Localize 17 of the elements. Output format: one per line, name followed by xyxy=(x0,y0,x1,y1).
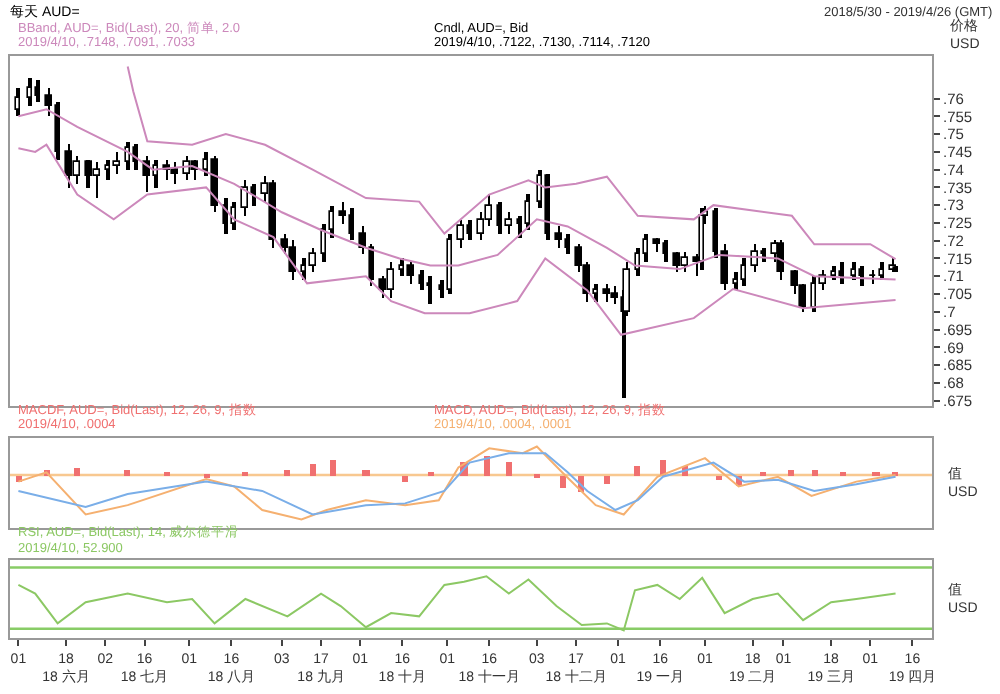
line-series xyxy=(17,143,897,336)
bar xyxy=(362,469,370,476)
bar xyxy=(634,465,640,476)
bar xyxy=(402,475,408,482)
line-series xyxy=(126,65,897,261)
bar xyxy=(74,467,80,476)
bar xyxy=(604,475,610,484)
line-series xyxy=(17,108,897,281)
bar xyxy=(330,459,336,476)
bar xyxy=(506,461,512,476)
bar xyxy=(560,475,566,488)
bar xyxy=(484,455,490,476)
bar xyxy=(812,469,818,476)
bar xyxy=(124,469,130,476)
bar xyxy=(310,463,316,476)
bar xyxy=(788,469,794,476)
bar xyxy=(284,469,290,476)
